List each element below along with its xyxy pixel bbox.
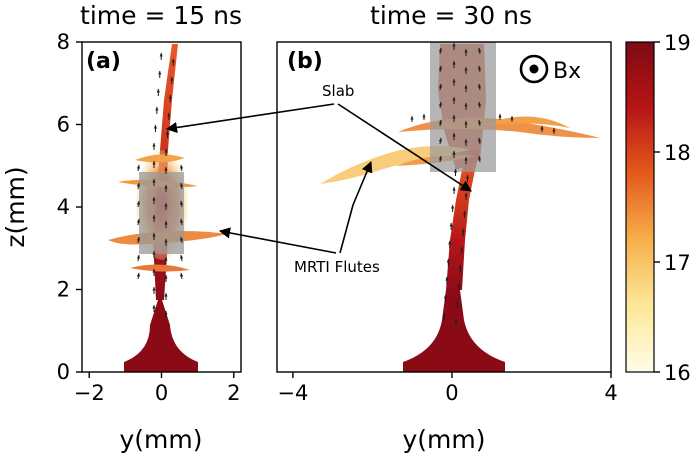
slab-arrow-a: [165, 103, 335, 134]
field-arrow: [438, 83, 442, 91]
panel-a-slab-box: [139, 172, 184, 254]
panel-b-label: (b): [287, 49, 323, 74]
colorbar-tick-label: 19: [664, 31, 691, 55]
panel-a-ylabel: z(mm): [1, 166, 30, 247]
xtick-label: 0: [445, 381, 458, 405]
field-arrow: [478, 65, 482, 73]
panel-a: (a): [81, 41, 242, 373]
mrti-arrow-a: [218, 227, 337, 254]
field-arrow: [180, 200, 184, 208]
panel-b: (b) Bx: [276, 41, 612, 373]
ytick-label: 2: [57, 278, 70, 302]
field-arrow: [438, 101, 442, 109]
field-arrow: [180, 272, 184, 280]
panel-b-axes: −4 0 4: [277, 372, 618, 405]
annotations: Slab MRTI Flutes: [165, 82, 472, 276]
field-arrow: [136, 164, 140, 172]
panel-a-field-arrows: [136, 52, 184, 318]
ytick-label: 4: [57, 195, 70, 219]
field-arrow: [478, 137, 482, 145]
panel-b-slab-box: [430, 42, 496, 172]
field-arrow: [438, 47, 442, 55]
field-arrow: [180, 236, 184, 244]
panel-a-label: (a): [86, 49, 121, 74]
field-arrow: [180, 254, 184, 262]
panel-a-xlabel: y(mm): [119, 425, 202, 454]
field-arrow: [136, 254, 140, 262]
colorbar-tick-label: 16: [664, 361, 691, 385]
ytick-label: 8: [57, 30, 70, 54]
field-arrow: [180, 182, 184, 190]
xtick-label: −4: [277, 381, 308, 405]
xtick-label: 0: [155, 381, 168, 405]
panel-a-title: time = 15 ns: [80, 1, 242, 30]
slab-arrow-b: [337, 103, 472, 192]
field-arrow: [478, 47, 482, 55]
field-arrow: [180, 164, 184, 172]
field-arrow: [136, 182, 140, 190]
colorbar: 16 17 18 19: [625, 31, 691, 385]
slab-annotation: Slab: [322, 82, 354, 100]
colorbar-tick-label: 18: [664, 141, 691, 165]
mrti-arrow-b: [339, 160, 373, 254]
field-arrow: [438, 155, 442, 163]
panel-b-title: time = 30 ns: [370, 1, 532, 30]
colorbar-tick-label: 17: [664, 251, 691, 275]
field-arrow: [478, 155, 482, 163]
bx-legend-label: Bx: [553, 59, 581, 84]
panel-b-xlabel: y(mm): [402, 425, 485, 454]
panel-b-field-arrows: [410, 42, 556, 326]
field-arrow: [438, 65, 442, 73]
field-arrow: [438, 137, 442, 145]
mrti-annotation: MRTI Flutes: [294, 258, 380, 276]
xtick-label: 4: [604, 381, 617, 405]
xtick-label: 2: [227, 381, 240, 405]
field-arrow: [478, 101, 482, 109]
field-arrow: [438, 119, 442, 127]
field-arrow: [136, 236, 140, 244]
xtick-label: −2: [74, 381, 105, 405]
field-arrow: [136, 272, 140, 280]
field-arrow: [180, 218, 184, 226]
field-arrow: [478, 83, 482, 91]
field-arrow: [478, 119, 482, 127]
ytick-label: 0: [57, 360, 70, 384]
colorbar-ticks: 16 17 18 19: [654, 31, 691, 385]
colorbar-bar: [625, 41, 655, 373]
ytick-label: 6: [57, 113, 70, 137]
field-arrow: [136, 200, 140, 208]
bx-legend: Bx: [519, 54, 581, 84]
field-arrow: [136, 218, 140, 226]
